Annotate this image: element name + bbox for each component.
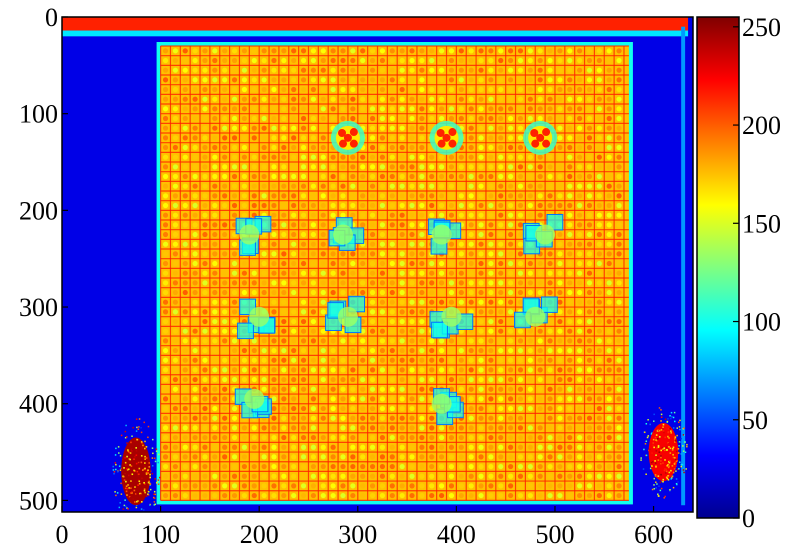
- heatmap-image: [62, 17, 693, 512]
- defect-region: [328, 217, 365, 251]
- x-tick-label: 100: [141, 520, 180, 549]
- colorbar-tick-label: 250: [742, 13, 781, 42]
- defect-region: [235, 215, 272, 256]
- x-axis: 0 100 200 300 400 500 600: [56, 506, 673, 549]
- y-tick-label: 100: [19, 100, 58, 129]
- colorbar-tick-label: 50: [742, 406, 768, 435]
- defect-region: [234, 388, 272, 419]
- y-axis: 0 100 200 300 400 500: [19, 3, 68, 515]
- top-strip-edge: [62, 30, 689, 37]
- defect-region: [429, 306, 474, 339]
- defect-region: [429, 120, 464, 155]
- grid-pattern: [159, 45, 629, 501]
- x-tick-label: 300: [338, 520, 377, 549]
- colorbar: [696, 16, 740, 519]
- plot-frame: [61, 16, 694, 513]
- colorbar-tick-label: 0: [742, 504, 755, 533]
- hot-spot: [640, 407, 688, 499]
- defect-region: [325, 295, 366, 334]
- defect-region: [330, 120, 365, 155]
- top-strip: [62, 17, 689, 31]
- defect-region: [237, 298, 276, 340]
- x-tick-label: 400: [437, 520, 476, 549]
- x-tick-label: 200: [240, 520, 279, 549]
- defect-region: [523, 120, 558, 155]
- defect-region: [428, 218, 462, 255]
- colorbar-tick-label: 100: [742, 308, 781, 337]
- colorbar-tick-label: 150: [742, 209, 781, 238]
- x-tick-label: 0: [56, 520, 69, 549]
- y-tick-label: 500: [19, 486, 58, 515]
- x-tick-label: 600: [634, 520, 673, 549]
- defect-region: [522, 213, 564, 255]
- defect-region: [431, 388, 464, 426]
- hot-spot: [112, 418, 161, 512]
- y-tick-label: 0: [45, 3, 58, 32]
- x-tick-label: 500: [535, 520, 574, 549]
- colorbar-tick-label: 200: [742, 111, 781, 140]
- y-tick-label: 300: [19, 293, 58, 322]
- right-edge: [681, 26, 686, 506]
- colorbar-axis: 0 50 100 150 200 250: [733, 13, 781, 533]
- y-tick-label: 200: [19, 196, 58, 225]
- defect-region: [514, 296, 558, 329]
- y-tick-label: 400: [19, 390, 58, 419]
